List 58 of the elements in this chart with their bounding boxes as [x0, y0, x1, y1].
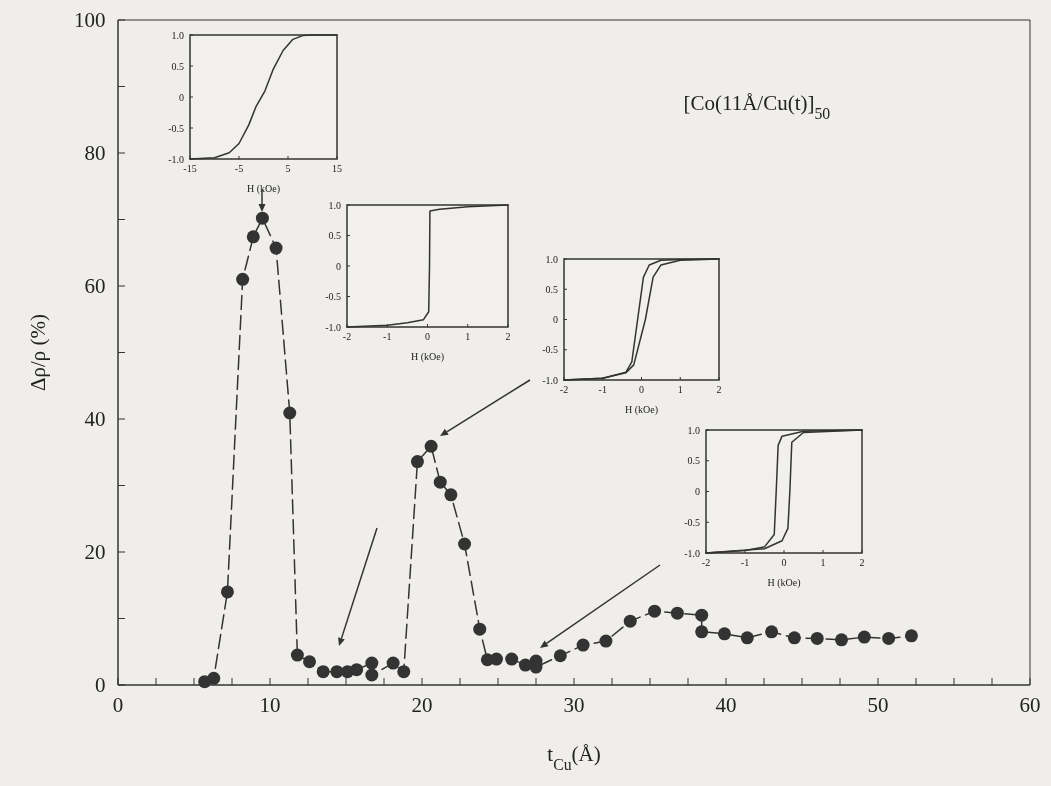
y-tick-label: -1.0	[325, 321, 341, 333]
x-tick-label: 0	[112, 693, 124, 718]
y-tick-label: 0	[336, 260, 341, 272]
x-tick-label: 40	[715, 693, 737, 718]
y-tick-label: 80	[84, 141, 106, 166]
x-tick-label: 15	[332, 163, 342, 174]
x-axis-title: H (kOe)	[410, 351, 445, 363]
y-tick-label: -1.0	[542, 374, 558, 386]
y-tick-label: 100	[73, 8, 106, 33]
x-tick-label: 1	[677, 384, 683, 395]
y-tick-label: 0.5	[545, 283, 558, 295]
x-tick-label: 10	[259, 693, 281, 718]
x-tick-label: -1	[598, 384, 607, 395]
y-tick-label: 0	[94, 673, 106, 698]
x-tick-label: 20	[411, 693, 433, 718]
x-tick-label: 0	[639, 384, 644, 395]
x-tick-label: 60	[1019, 693, 1041, 718]
x-tick-label: 2	[859, 557, 865, 568]
y-tick-label: 1.0	[545, 253, 558, 265]
y-tick-label: -0.5	[684, 516, 700, 528]
y-tick-label: 0	[179, 91, 184, 103]
x-axis-title: H (kOe)	[624, 404, 659, 416]
x-axis-title: H (kOe)	[246, 183, 281, 195]
y-tick-label: 0.5	[687, 455, 700, 467]
y-tick-label: -0.5	[325, 291, 341, 302]
x-tick-label: 2	[716, 384, 722, 395]
y-tick-label: -1.0	[684, 547, 700, 559]
y-tick-label: 40	[84, 407, 106, 432]
x-tick-label: 1	[820, 557, 826, 568]
x-tick-label: 1	[465, 331, 471, 342]
x-tick-label: 5	[285, 163, 291, 174]
x-tick-label: 0	[425, 331, 430, 342]
x-tick-label: -15	[183, 163, 197, 174]
y-axis-title: Δρ/ρ (%)	[25, 313, 50, 392]
y-tick-label: 0	[553, 314, 558, 325]
x-axis-title: t$_{Cu}$(Å)	[547, 741, 601, 773]
x-tick-label: 50	[867, 693, 889, 718]
x-tick-label: -5	[234, 163, 244, 174]
y-tick-label: 0	[695, 486, 700, 497]
y-tick-label: 0.5	[171, 60, 184, 72]
x-tick-label: -2	[342, 331, 352, 342]
x-tick-label: -1	[383, 331, 392, 342]
y-tick-label: 1.0	[171, 29, 184, 41]
y-tick-label: -0.5	[542, 344, 558, 356]
x-tick-label: -1	[740, 557, 750, 568]
x-tick-label: 0	[781, 557, 787, 568]
x-axis-title: H (kOe)	[767, 577, 801, 589]
y-tick-label: 60	[84, 274, 106, 299]
x-tick-label: 30	[563, 693, 585, 718]
annotation: [Co(11Å/Cu(t)]$_{50}$	[683, 91, 831, 122]
y-tick-label: 0.5	[328, 230, 341, 241]
y-tick-label: -1.0	[168, 153, 184, 165]
x-tick-label: -2	[559, 384, 569, 395]
x-tick-label: -2	[701, 557, 711, 568]
x-tick-label: 2	[505, 331, 511, 342]
y-tick-label: 1.0	[328, 199, 341, 211]
y-tick-label: 1.0	[687, 424, 700, 436]
y-tick-label: -0.5	[168, 122, 184, 134]
